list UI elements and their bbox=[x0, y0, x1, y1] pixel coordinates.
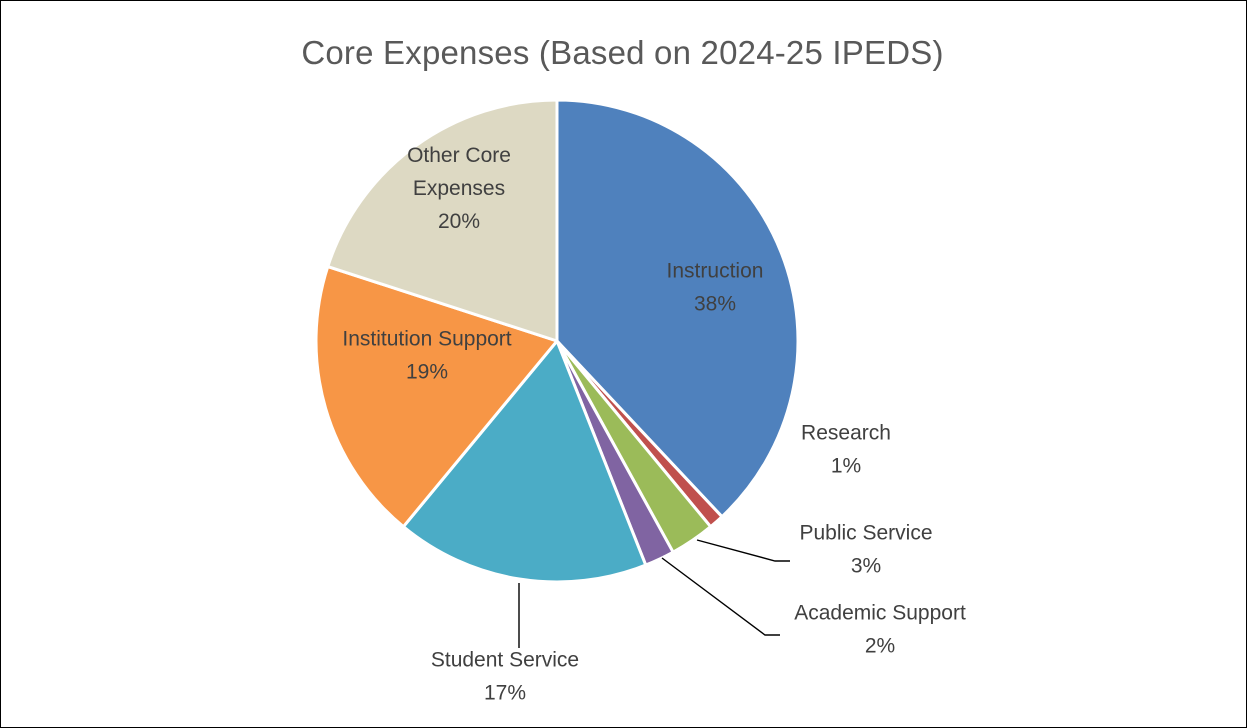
leader-lines bbox=[518, 539, 790, 648]
pie-slice-other-core-expenses bbox=[326, 98, 559, 343]
slice-label-public-service: Public Service 3% bbox=[799, 522, 932, 578]
slice-percent: 2% bbox=[865, 635, 895, 658]
slice-name: Other Core bbox=[407, 144, 511, 167]
slice-name: Instruction bbox=[667, 260, 764, 283]
chart-title: Core Expenses (Based on 2024-25 IPEDS) bbox=[301, 34, 944, 71]
slice-percent: 1% bbox=[831, 455, 861, 478]
pie-slice-institution-support bbox=[314, 265, 559, 529]
slice-percent: 38% bbox=[694, 293, 736, 316]
slice-label-academic-support: Academic Support 2% bbox=[794, 602, 966, 658]
pie-slice-instruction bbox=[555, 98, 800, 519]
leader-line-academic-support bbox=[661, 557, 780, 636]
slice-name: Public Service bbox=[799, 522, 932, 545]
pie-slices bbox=[314, 98, 800, 584]
slice-name: Expenses bbox=[413, 177, 505, 200]
slice-label-instruction: Instruction 38% bbox=[667, 260, 764, 316]
slice-labels: Instruction 38% Research 1% Public Service 3%… bbox=[342, 144, 966, 705]
slice-percent: 19% bbox=[406, 361, 448, 384]
leader-line-public-service bbox=[696, 539, 790, 562]
slice-name: Student Service bbox=[431, 649, 579, 672]
slice-percent: 17% bbox=[484, 682, 526, 705]
slice-percent: 20% bbox=[438, 210, 480, 233]
slice-name: Research bbox=[801, 422, 891, 445]
slice-percent: 3% bbox=[851, 555, 881, 578]
slice-name: Academic Support bbox=[794, 602, 966, 625]
slice-name: Institution Support bbox=[342, 328, 511, 351]
slice-label-institution-support: Institution Support 19% bbox=[342, 328, 511, 384]
slice-label-research: Research 1% bbox=[801, 422, 891, 478]
pie-slice-student-service bbox=[401, 339, 648, 584]
slice-label-student-service: Student Service 17% bbox=[431, 649, 579, 705]
slice-label-other-core-expenses: Other Core Expenses 20% bbox=[407, 144, 511, 233]
